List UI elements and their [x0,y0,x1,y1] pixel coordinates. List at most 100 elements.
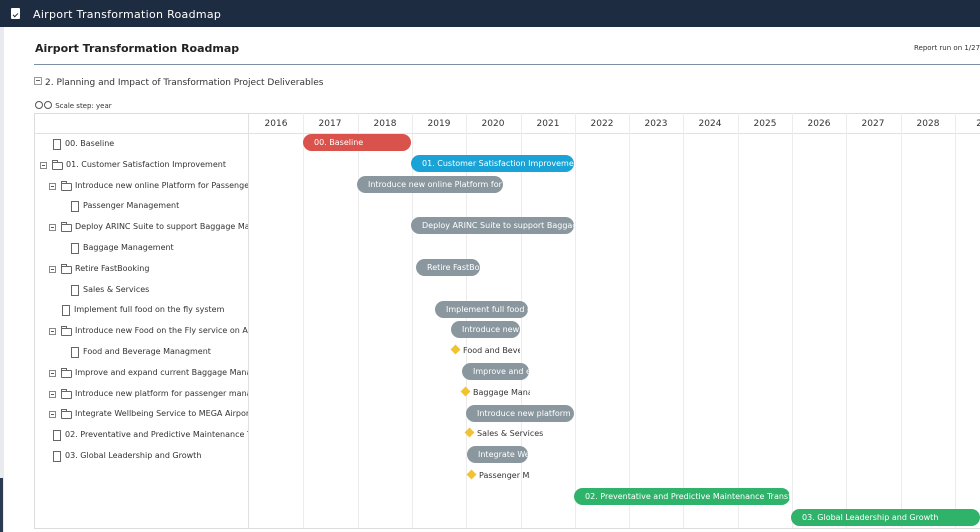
year-label: 2020 [481,119,505,129]
section-title: 2. Planning and Impact of Transformation… [45,78,324,88]
title-divider [34,64,980,65]
year-gridline [521,113,522,528]
collapse-minus-icon[interactable] [49,411,56,418]
tree-row[interactable]: Food and Beverage Managment [34,342,248,362]
tree-row-label: Passenger Management [83,201,180,210]
tree-row[interactable]: Deploy ARINC Suite to support Baggage Ma… [34,217,248,237]
gantt-bar[interactable]: 03. Global Leadership and Growth [791,509,980,526]
gantt-bar[interactable]: 02. Preventative and Predictive Maintena… [574,488,790,505]
collapse-minus-icon[interactable] [49,266,56,273]
tree-row[interactable]: 00. Baseline [34,134,248,154]
gantt-bar[interactable]: Introduce new [451,321,520,338]
tree-row[interactable]: 03. Global Leadership and Growth [34,446,248,466]
collapse-minus-icon[interactable] [49,224,56,231]
year-label: 2026 [807,119,831,129]
file-icon [62,305,70,316]
gantt-bar[interactable]: Introduce new online Platform for [357,176,503,193]
collapse-minus-icon[interactable] [49,183,56,190]
file-icon [53,139,61,150]
tree-row[interactable]: Integrate Wellbeing Service to MEGA Airp… [34,404,248,424]
file-icon [53,451,61,462]
tree-row[interactable]: Passenger Management [34,196,248,216]
scale-control: Scale step: year [35,100,112,110]
year-label: 2024 [698,119,722,129]
file-icon [71,347,79,358]
milestone-label: Passenger Ma [479,471,530,480]
gantt-bar[interactable]: Integrate We [467,446,528,463]
folder-icon [61,409,72,419]
year-gridline [575,113,576,528]
folder-icon [61,181,72,191]
gantt-bar[interactable]: Implement full food o [435,301,528,318]
file-icon [71,243,79,254]
tree-row-label: 03. Global Leadership and Growth [65,451,202,460]
tree-row[interactable]: Introduce new platform for passenger man… [34,384,248,404]
collapse-minus-icon[interactable] [34,77,42,85]
diamond-milestone-icon [464,427,475,438]
left-edge [0,27,4,532]
tree-timeline-divider[interactable] [248,113,249,528]
tree-row[interactable]: Introduce new Food on the Fly service on… [34,321,248,341]
year-gridline [629,113,630,528]
gantt-chart [34,113,980,529]
tree-row-label: Integrate Wellbeing Service to MEGA Airp… [75,409,248,418]
folder-icon [61,368,72,378]
collapse-minus-icon[interactable] [49,370,56,377]
tree-row[interactable]: Improve and expand current Baggage Manag [34,363,248,383]
milestone-label: Baggage Mana [473,388,530,397]
milestone[interactable]: Food and Beve [450,343,520,359]
year-label: 2022 [590,119,614,129]
diamond-milestone-icon [460,386,471,397]
year-gridline [303,113,304,528]
year-gridline [901,113,902,528]
gantt-bar[interactable]: Improve and e [462,363,529,380]
tree-row-label: Introduce new Food on the Fly service on… [75,326,248,335]
year-label: 20 [976,119,980,129]
collapse-minus-icon[interactable] [49,391,56,398]
diamond-milestone-icon [466,469,477,480]
gantt-bar[interactable]: Introduce new platform [466,405,574,422]
year-gridline [466,113,467,528]
folder-icon [52,160,63,170]
milestone-label: Food and Beve [463,346,520,355]
tree-row-label: Sales & Services [83,285,150,294]
tree-row[interactable]: Baggage Management [34,238,248,258]
document-check-icon [11,8,20,19]
file-icon [71,201,79,212]
zoom-in-icon[interactable] [35,101,43,109]
tree-row-label: 02. Preventative and Predictive Maintena… [65,430,248,439]
gantt-bar[interactable]: Deploy ARINC Suite to support Baggag [411,217,574,234]
tree-row-label: Improve and expand current Baggage Manag [75,368,248,377]
year-label: 2028 [916,119,940,129]
year-label: 2018 [373,119,397,129]
tree-row-label: Implement full food on the fly system [74,305,225,314]
tree-row-label: Deploy ARINC Suite to support Baggage Ma… [75,222,248,231]
collapse-minus-icon[interactable] [49,328,56,335]
year-label: 2027 [861,119,885,129]
year-gridline [412,113,413,528]
tree-row-label: 00. Baseline [65,139,115,148]
gantt-bar[interactable]: Retire FastBooking [416,259,480,276]
milestone-label: Sales & Services [477,429,544,438]
gantt-bar[interactable]: 01. Customer Satisfaction Improvemen [411,155,574,172]
tree-row[interactable]: 01. Customer Satisfaction Improvement [34,155,248,175]
milestone[interactable]: Passenger Ma [466,468,530,484]
section-header[interactable]: 2. Planning and Impact of Transformation… [34,77,323,88]
tree-row[interactable]: Introduce new online Platform for Passen… [34,176,248,196]
year-gridline [358,113,359,528]
year-gridline [738,113,739,528]
tree-row[interactable]: Implement full food on the fly system [34,300,248,320]
year-gridline [792,113,793,528]
tree-row[interactable]: 02. Preventative and Predictive Maintena… [34,425,248,445]
gantt-bar[interactable]: 00. Baseline [303,134,411,151]
milestone[interactable]: Baggage Mana [460,385,530,401]
tree-row-label: Baggage Management [83,243,174,252]
milestone[interactable]: Sales & Services [464,426,544,442]
tree-row[interactable]: Retire FastBooking [34,259,248,279]
tree-row[interactable]: Sales & Services [34,280,248,300]
collapse-minus-icon[interactable] [40,162,47,169]
zoom-out-icon[interactable] [44,101,52,109]
year-label: 2025 [753,119,777,129]
folder-icon [61,264,72,274]
year-label: 2017 [318,119,342,129]
